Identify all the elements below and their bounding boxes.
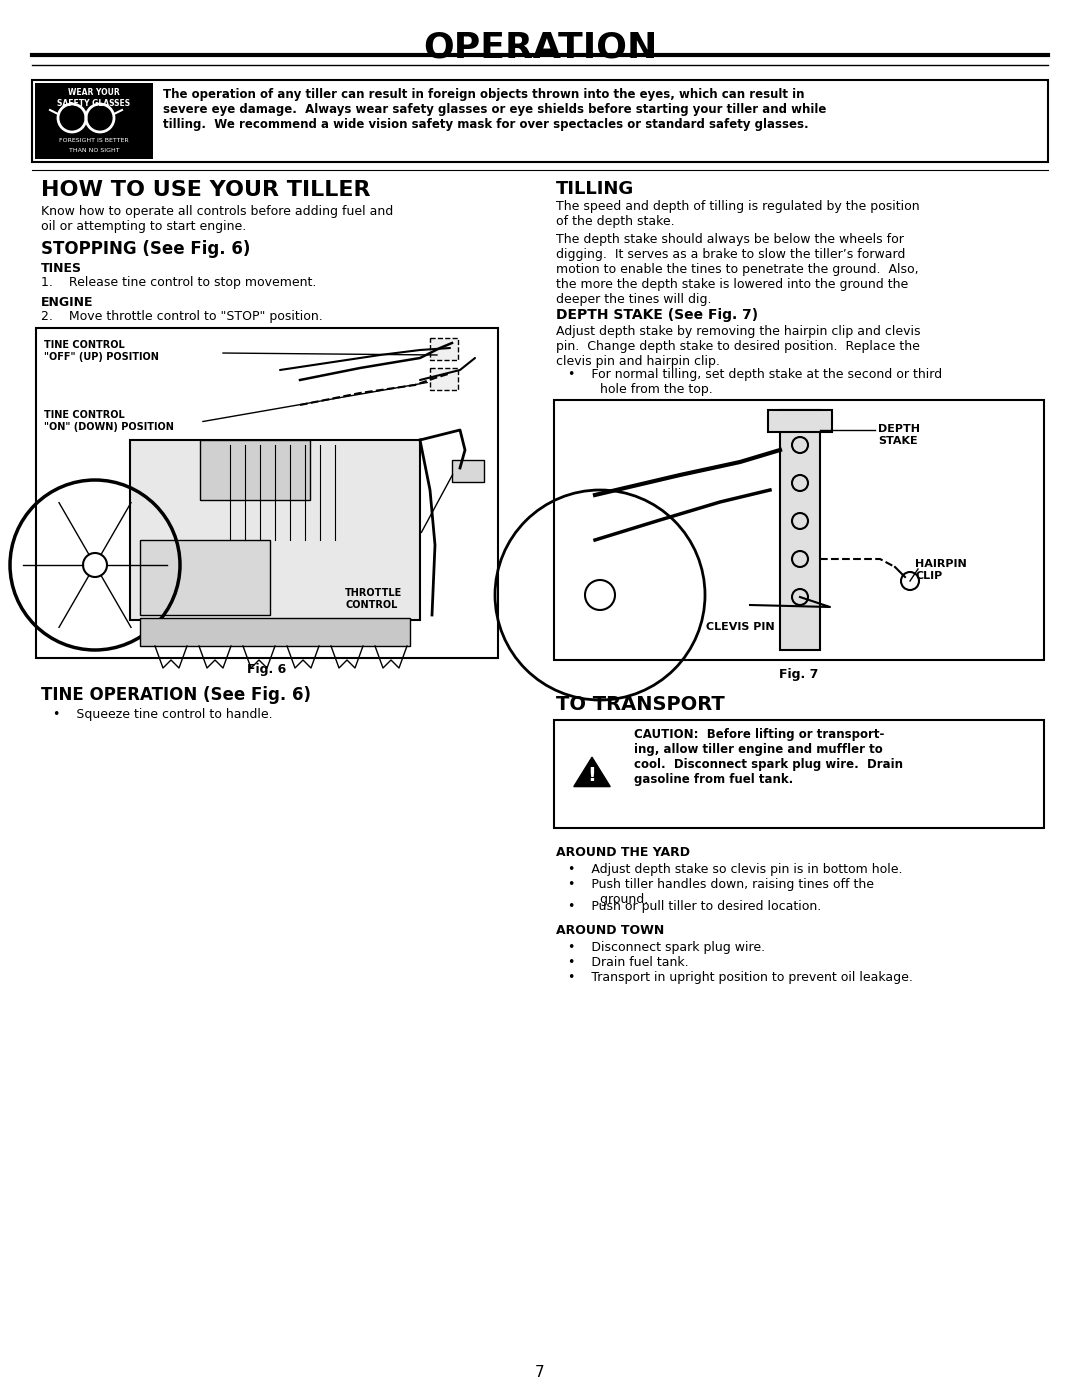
Text: •    For normal tilling, set depth stake at the second or third
        hole fro: • For normal tilling, set depth stake at… — [568, 367, 943, 395]
Bar — [200, 440, 310, 500]
Text: Adjust depth stake by removing the hairpin clip and clevis
pin.  Change depth st: Adjust depth stake by removing the hairp… — [556, 326, 920, 367]
Text: •    Squeeze tine control to handle.: • Squeeze tine control to handle. — [53, 708, 272, 721]
Text: Know how to operate all controls before adding fuel and
oil or attempting to sta: Know how to operate all controls before … — [41, 205, 393, 233]
Text: CAUTION:  Before lifting or transport-
ing, allow tiller engine and muffler to
c: CAUTION: Before lifting or transport- in… — [634, 728, 903, 787]
Bar — [554, 400, 1044, 659]
Bar — [32, 80, 1048, 162]
Text: TINES: TINES — [41, 263, 82, 275]
Text: SAFETY GLASSES: SAFETY GLASSES — [57, 99, 131, 108]
Bar — [140, 541, 270, 615]
Text: CLIP: CLIP — [915, 571, 942, 581]
Bar — [35, 82, 153, 159]
Text: 7: 7 — [536, 1365, 544, 1380]
Text: TO TRANSPORT: TO TRANSPORT — [556, 694, 725, 714]
Text: •    Push or pull tiller to desired location.: • Push or pull tiller to desired locatio… — [568, 900, 822, 914]
Text: AROUND TOWN: AROUND TOWN — [556, 923, 664, 937]
Text: TINE CONTROL: TINE CONTROL — [44, 339, 125, 351]
Polygon shape — [573, 757, 610, 787]
Text: •    Transport in upright position to prevent oil leakage.: • Transport in upright position to preve… — [568, 971, 913, 983]
Text: "OFF" (UP) POSITION: "OFF" (UP) POSITION — [44, 352, 159, 362]
Text: !: ! — [588, 766, 596, 785]
Bar — [430, 338, 458, 360]
Text: 1.    Release tine control to stop movement.: 1. Release tine control to stop movement… — [41, 277, 316, 289]
Text: Fig. 7: Fig. 7 — [780, 668, 819, 680]
Text: •    Adjust depth stake so clevis pin is in bottom hole.: • Adjust depth stake so clevis pin is in… — [568, 863, 903, 876]
Text: •    Push tiller handles down, raising tines off the
        ground.: • Push tiller handles down, raising tine… — [568, 877, 874, 907]
Text: HAIRPIN: HAIRPIN — [915, 559, 967, 569]
Text: The operation of any tiller can result in foreign objects thrown into the eyes, : The operation of any tiller can result i… — [163, 88, 826, 131]
Text: •    Disconnect spark plug wire.: • Disconnect spark plug wire. — [568, 942, 766, 954]
Text: ENGINE: ENGINE — [41, 296, 94, 309]
Text: The speed and depth of tilling is regulated by the position
of the depth stake.: The speed and depth of tilling is regula… — [556, 200, 920, 228]
Text: The depth stake should always be below the wheels for
digging.  It serves as a b: The depth stake should always be below t… — [556, 233, 919, 306]
Text: AROUND THE YARD: AROUND THE YARD — [556, 847, 690, 859]
Text: TINE OPERATION (See Fig. 6): TINE OPERATION (See Fig. 6) — [41, 686, 311, 704]
Bar — [780, 409, 820, 650]
Text: STAKE: STAKE — [878, 436, 918, 446]
Text: CONTROL: CONTROL — [345, 599, 397, 610]
Text: WEAR YOUR: WEAR YOUR — [68, 88, 120, 96]
Text: FORESIGHT IS BETTER: FORESIGHT IS BETTER — [59, 138, 129, 142]
Text: 2.    Move throttle control to "STOP" position.: 2. Move throttle control to "STOP" posit… — [41, 310, 323, 323]
Bar — [768, 409, 832, 432]
Bar — [130, 440, 420, 620]
Bar — [36, 328, 498, 658]
Text: OPERATION: OPERATION — [422, 29, 658, 64]
Text: THROTTLE: THROTTLE — [345, 588, 402, 598]
Text: TILLING: TILLING — [556, 180, 634, 198]
Text: THAN NO SIGHT: THAN NO SIGHT — [69, 148, 119, 154]
Bar — [554, 719, 1044, 828]
Bar — [453, 460, 484, 482]
Text: DEPTH: DEPTH — [878, 425, 920, 434]
Text: CLEVIS PIN: CLEVIS PIN — [705, 622, 774, 631]
Bar — [140, 617, 410, 645]
Text: DEPTH STAKE (See Fig. 7): DEPTH STAKE (See Fig. 7) — [556, 307, 758, 321]
Text: •    Drain fuel tank.: • Drain fuel tank. — [568, 956, 689, 970]
Text: Fig. 6: Fig. 6 — [247, 664, 286, 676]
Text: STOPPING (See Fig. 6): STOPPING (See Fig. 6) — [41, 240, 251, 258]
Text: HOW TO USE YOUR TILLER: HOW TO USE YOUR TILLER — [41, 180, 370, 200]
Text: TINE CONTROL: TINE CONTROL — [44, 409, 125, 420]
Text: "ON" (DOWN) POSITION: "ON" (DOWN) POSITION — [44, 422, 174, 432]
Bar — [430, 367, 458, 390]
